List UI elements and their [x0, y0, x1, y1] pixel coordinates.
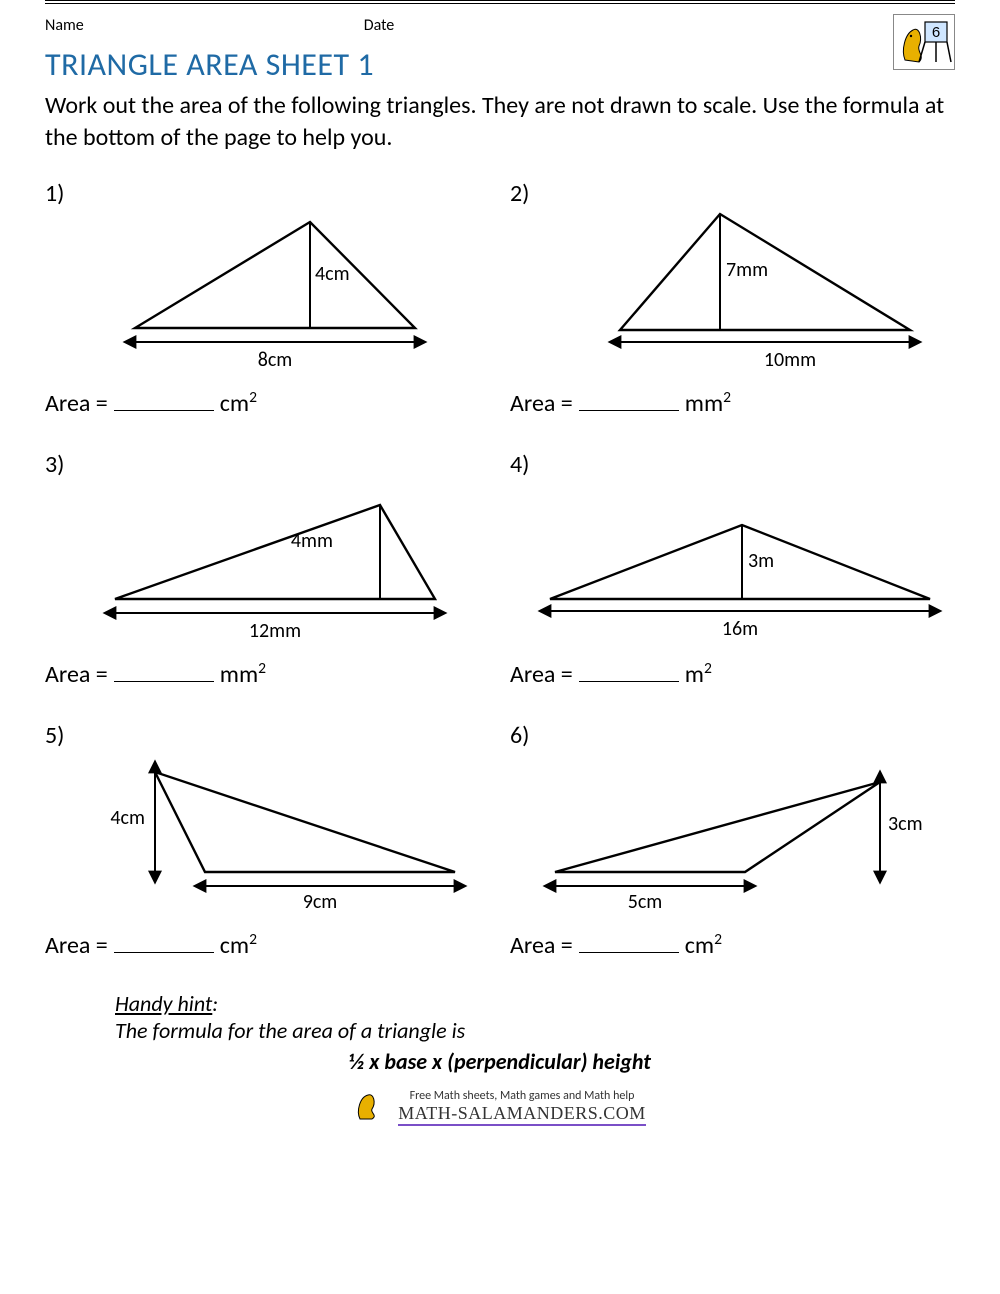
footer-site: MATH-SALAMANDERS.COM [398, 1103, 646, 1126]
problem-1-figure: 4cm 8cm [45, 210, 490, 370]
problem-4-figure: 3m 16m [510, 481, 955, 641]
salamander-icon [354, 1089, 388, 1123]
footer-tagline: Free Math sheets, Math games and Math he… [398, 1089, 646, 1103]
problem-number: 5) [45, 721, 490, 750]
problem-5-answer: Area =cm2 [45, 930, 490, 960]
problem-number: 4) [510, 450, 955, 479]
problem-2-figure: 7mm 10mm [510, 210, 955, 370]
problem-4-answer: Area =m2 [510, 659, 955, 689]
svg-text:4cm: 4cm [110, 806, 145, 830]
problem-3-figure: 4mm 12mm [45, 481, 490, 641]
svg-text:9cm: 9cm [303, 890, 338, 912]
problem-5-figure: 4cm 9cm [45, 752, 490, 912]
header-row: Name Date 6 [45, 16, 955, 35]
problem-5: 5) 4cm 9cm [45, 721, 490, 982]
problem-6-figure: 3cm 5cm [510, 752, 955, 912]
problem-2-answer: Area =mm2 [510, 388, 955, 418]
svg-text:5cm: 5cm [628, 890, 663, 912]
svg-text:6: 6 [932, 24, 940, 41]
svg-text:7mm: 7mm [726, 258, 768, 282]
page-title: TRIANGLE AREA SHEET 1 [45, 45, 955, 84]
problem-1-answer: Area =cm2 [45, 388, 490, 418]
answer-blank[interactable] [579, 661, 679, 681]
date-label: Date [364, 16, 395, 35]
name-label: Name [45, 16, 84, 35]
problem-6: 6) 3cm 5cm [510, 721, 955, 982]
svg-text:4cm: 4cm [315, 262, 350, 286]
svg-text:12mm: 12mm [249, 619, 301, 641]
answer-blank[interactable] [579, 932, 679, 952]
svg-text:16m: 16m [722, 617, 758, 641]
answer-blank[interactable] [114, 390, 214, 410]
problem-2: 2) 7mm 10mm Area =mm2 [510, 179, 955, 440]
svg-text:3m: 3m [748, 549, 774, 573]
instructions: Work out the area of the following trian… [45, 90, 955, 155]
problem-4: 4) 3m 16m Area =m2 [510, 450, 955, 711]
footer: Free Math sheets, Math games and Math he… [45, 1089, 955, 1124]
problem-3: 3) 4mm 12mm Area =mm2 [45, 450, 490, 711]
problem-number: 1) [45, 179, 490, 208]
grade-badge: 6 [893, 14, 955, 70]
problem-6-answer: Area =cm2 [510, 930, 955, 960]
answer-blank[interactable] [579, 390, 679, 410]
svg-text:10mm: 10mm [764, 348, 816, 370]
formula: ½ x base x (perpendicular) height [45, 1048, 955, 1075]
problem-number: 3) [45, 450, 490, 479]
answer-blank[interactable] [114, 932, 214, 952]
svg-text:3cm: 3cm [888, 812, 923, 836]
hint-line: The formula for the area of a triangle i… [115, 1017, 465, 1044]
hint-title: Handy hint [115, 990, 212, 1017]
svg-text:8cm: 8cm [258, 348, 293, 370]
hint-block: Handy hint: The formula for the area of … [115, 990, 955, 1044]
problem-number: 2) [510, 179, 955, 208]
svg-text:4mm: 4mm [291, 529, 333, 553]
problem-1: 1) 4cm 8cm [45, 179, 490, 440]
problem-3-answer: Area =mm2 [45, 659, 490, 689]
answer-blank[interactable] [114, 661, 214, 681]
problem-number: 6) [510, 721, 955, 750]
